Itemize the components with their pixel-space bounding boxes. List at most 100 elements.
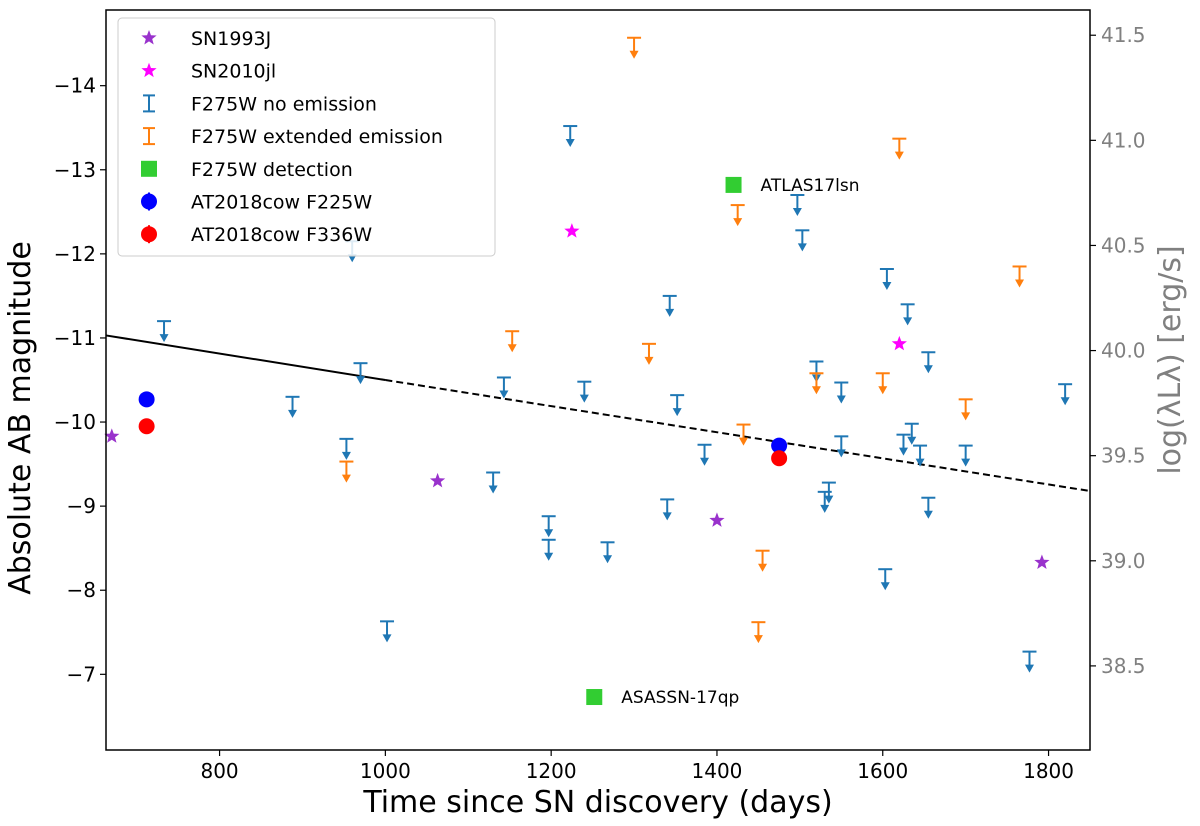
limit-arrow xyxy=(288,409,298,418)
limit-arrow xyxy=(882,282,892,290)
y-tick-label: −11 xyxy=(54,326,96,350)
cow-f336w-point xyxy=(138,418,155,435)
limit-arrow xyxy=(820,504,830,513)
limit-arrow xyxy=(1024,664,1034,673)
legend-entry-detection: F275W detection xyxy=(141,159,353,181)
limit-arrow xyxy=(507,344,517,353)
extended-emission-limit xyxy=(875,372,890,395)
legend-entry-extended: F275W extended emission xyxy=(143,126,443,148)
no-emission-limit xyxy=(790,194,805,216)
no-emission-limit xyxy=(563,125,578,148)
fit-line-group xyxy=(105,334,1091,492)
no-emission-limit xyxy=(878,568,893,591)
no-emission-limit xyxy=(577,380,592,403)
x-tick-label: 1400 xyxy=(692,759,743,783)
limit-arrow xyxy=(488,485,498,494)
y-tick-label: −9 xyxy=(67,494,96,518)
legend-star-icon xyxy=(141,62,157,78)
no-emission-limit xyxy=(697,443,712,466)
limit-arrow xyxy=(1015,279,1025,288)
fit-line-solid xyxy=(105,334,386,381)
limit-arrow xyxy=(903,317,913,326)
no-emission-limit xyxy=(1058,383,1073,406)
limit-arrow xyxy=(907,436,917,445)
limit-arrow xyxy=(733,218,743,227)
legend-label: AT2018cow F225W xyxy=(191,192,372,214)
legend-entry-cow225: AT2018cow F225W xyxy=(141,192,372,214)
limit-arrow xyxy=(836,395,846,404)
limit-arrow xyxy=(579,394,589,403)
legend-entry-no_emission: F275W no emission xyxy=(143,93,377,115)
limit-arrow xyxy=(836,449,846,458)
no-emission-limit xyxy=(541,515,556,538)
extended-emission-limit xyxy=(892,137,907,160)
right-tick-label: 40.5 xyxy=(1101,233,1146,257)
no-emission-limit xyxy=(541,538,556,561)
right-tick-label: 41.5 xyxy=(1101,23,1146,47)
x-tick-label: 1200 xyxy=(526,759,577,783)
right-tick-label: 39.5 xyxy=(1101,444,1146,468)
limit-arrow xyxy=(662,512,672,521)
legend-label: SN1993J xyxy=(191,28,271,50)
extended-emission-limit xyxy=(730,204,745,227)
right-tick-label: 41.0 xyxy=(1101,128,1146,152)
no-emission-limit xyxy=(896,433,911,456)
limit-arrow xyxy=(603,555,613,564)
x-axis-ticks: 800 1000 1200 1400 1600 1800 xyxy=(200,750,1074,783)
no-emission-limit xyxy=(353,362,368,385)
no-emission-limit xyxy=(821,481,836,504)
fit-line-dashed xyxy=(385,379,1091,492)
limit-arrow xyxy=(923,510,933,519)
legend-circle-icon xyxy=(141,226,157,243)
limit-arrow xyxy=(811,386,821,395)
legend-box xyxy=(117,17,496,257)
cow-f336w-point xyxy=(771,450,788,467)
legend-entry-sn1993j: SN1993J xyxy=(141,28,271,50)
limit-arrow xyxy=(644,356,654,365)
limit-arrow xyxy=(1060,397,1070,406)
annotation-label: ATLAS17lsn xyxy=(761,176,860,196)
y-tick-label: −10 xyxy=(54,410,96,434)
y-axis-title: Absolute AB magnitude xyxy=(3,241,38,595)
right-tick-label: 39.0 xyxy=(1101,549,1146,573)
limit-arrow xyxy=(961,458,971,467)
limit-arrow xyxy=(565,139,575,148)
x-axis-title: Time since SN discovery (days) xyxy=(362,785,832,820)
extended-emission-limit xyxy=(736,423,751,446)
limit-arrow xyxy=(915,458,925,467)
x-tick-label: 1600 xyxy=(857,759,908,783)
x-tick-label: 1000 xyxy=(360,759,411,783)
axes-frame xyxy=(105,9,1091,751)
limit-arrow xyxy=(961,412,971,421)
limit-arrow xyxy=(923,365,933,374)
no-emission-limit xyxy=(834,435,849,458)
no-emission-limit xyxy=(380,620,395,643)
y-tick-label: −8 xyxy=(67,578,96,602)
limit-arrow xyxy=(355,376,365,385)
limit-arrow xyxy=(898,447,908,456)
no-emission-limit xyxy=(913,444,928,467)
y-axis-ticks: −7 −8 −9 −10 −11 −12 −13 −14 xyxy=(54,74,106,686)
no-emission-limit xyxy=(795,229,810,252)
limit-arrow xyxy=(499,390,509,399)
detection-point xyxy=(586,689,603,706)
annotation-label: ASASSN-17qp xyxy=(621,688,739,708)
limit-arrow xyxy=(880,582,890,591)
limit-arrow xyxy=(341,474,351,483)
legend: SN1993J SN2010jl F275W no emission F275W ex… xyxy=(117,17,496,257)
limit-arrow xyxy=(544,552,554,561)
y-tick-label: −13 xyxy=(54,158,96,182)
no-emission-limit xyxy=(339,437,354,460)
y-tick-label: −12 xyxy=(54,242,96,266)
legend-entry-sn2010jl: SN2010jl xyxy=(141,61,276,83)
limit-arrow xyxy=(700,457,710,466)
legend-star-icon xyxy=(141,30,157,45)
limit-arrow xyxy=(792,208,802,216)
extended-emission-limit xyxy=(755,549,770,572)
legend-square-icon xyxy=(141,160,157,177)
extended-emission-limit xyxy=(339,460,354,483)
limit-arrow xyxy=(544,529,554,538)
cow-f225w-point xyxy=(771,437,788,454)
limit-arrow xyxy=(738,437,748,446)
